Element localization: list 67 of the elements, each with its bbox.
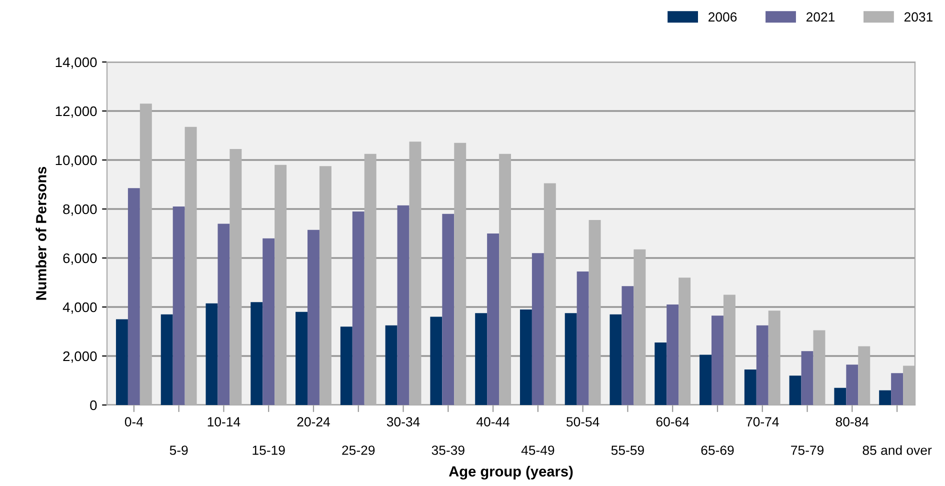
bar [340,326,352,405]
x-tick-label: 20-24 [297,417,330,426]
y-axis-title: Number of Persons [36,166,46,300]
bar [308,230,320,405]
y-tick-label: 4,000 [62,302,97,314]
bar [206,303,218,405]
bar [879,390,892,405]
bar [116,319,128,405]
bar [218,224,230,405]
x-tick-label: 35-39 [432,446,464,455]
x-tick-label: 45-49 [521,446,554,455]
x-tick-label: 65-69 [701,446,734,455]
bar [564,313,577,405]
y-tick-label: 14,000 [56,57,97,69]
bar [576,271,589,405]
x-tick-label: 60-64 [656,417,690,426]
x-tick-label: 30-34 [386,417,420,426]
bar [160,314,173,405]
bar [846,364,858,405]
legend-label: 2021 [806,12,835,22]
bar [654,342,667,405]
bar [442,214,454,405]
bar [801,351,814,405]
bar [789,376,802,405]
bar [487,234,500,405]
x-tick-label: 55-59 [611,446,644,455]
bar [756,325,768,405]
bar [532,253,544,405]
legend-label: 2031 [904,12,932,22]
x-tick-label: 80-84 [836,417,869,426]
bar [397,205,410,405]
bar [128,188,140,405]
x-tick-label: 10-14 [208,417,240,426]
y-tick-label: 0 [90,400,97,410]
bar [250,302,263,405]
bar [666,304,679,405]
y-tick-label: 6,000 [63,253,97,265]
bar [262,238,275,405]
bar [891,373,904,405]
bar [385,325,398,405]
x-tick-label: 70-74 [746,417,779,426]
bar [712,316,724,405]
y-tick-label: 10,000 [56,155,97,167]
x-tick-label: 75-79 [791,446,824,455]
x-tick-label: 0-4 [124,417,144,426]
bar [430,316,442,405]
x-axis-title: Age group (years) [448,466,573,480]
x-tick-label: 15-19 [252,446,285,455]
bar [520,309,532,405]
bar [352,211,364,405]
x-tick-label: 85 and over [862,445,932,455]
bar [622,286,634,405]
legend-label: 2006 [708,12,737,22]
bar [744,369,756,405]
bar [610,314,622,405]
bar [700,354,712,405]
x-tick-label: 50-54 [566,417,600,426]
x-tick-label: 40-44 [476,417,510,426]
y-tick-label: 2,000 [63,351,97,363]
bar [296,312,308,405]
y-tick-label: 8,000 [63,204,97,216]
x-tick-label: 25-29 [342,446,375,455]
x-tick-label: 5-9 [170,446,188,455]
bar [475,313,488,405]
bar [834,388,846,405]
y-tick-label: 12,000 [56,106,97,118]
bar [172,206,185,405]
